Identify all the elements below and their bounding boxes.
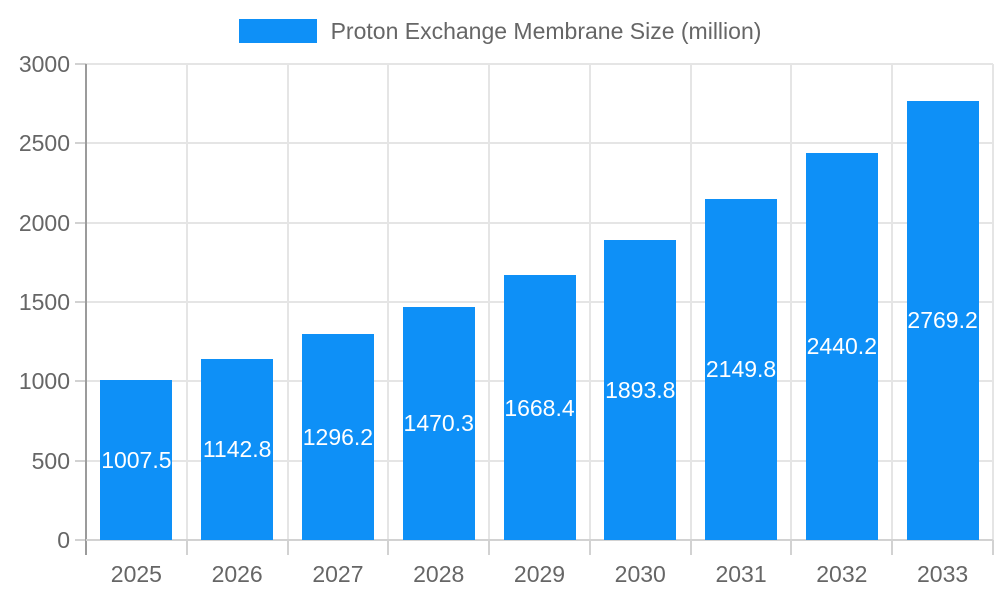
bar-value-label: 1893.8: [605, 376, 676, 403]
x-axis-tick-label: 2033: [917, 561, 969, 587]
x-axis-tick-mark: [588, 540, 591, 555]
bar[interactable]: 2149.8: [705, 198, 778, 540]
chart-legend[interactable]: Proton Exchange Membrane Size (million): [0, 16, 1000, 46]
grid-line-vertical: [891, 64, 894, 540]
x-axis-tick-mark: [185, 540, 188, 555]
x-axis-tick-mark: [891, 540, 894, 555]
legend-label: Proton Exchange Membrane Size (million): [330, 18, 762, 44]
grid-line-vertical: [588, 64, 591, 540]
grid-line-vertical: [185, 64, 188, 540]
y-axis-tick-label: 2500: [18, 130, 70, 157]
bar-value-label: 2769.2: [907, 307, 978, 334]
x-axis-tick-mark: [790, 540, 793, 555]
bar-value-label: 2149.8: [705, 356, 777, 383]
bar[interactable]: 1296.2: [301, 334, 374, 540]
y-axis-tick-mark: [75, 221, 86, 224]
y-axis-tick-label: 1500: [18, 289, 70, 315]
bar[interactable]: 1470.3: [402, 306, 475, 540]
x-axis-tick-label: 2027: [312, 561, 364, 587]
grid-line-vertical: [689, 64, 692, 540]
grid-line-vertical: [488, 64, 491, 540]
bar-value-label: 1007.5: [101, 447, 172, 474]
bar[interactable]: 1142.8: [201, 358, 274, 540]
y-axis-tick-mark: [75, 380, 86, 383]
y-axis-tick-mark: [75, 301, 86, 303]
y-axis-tick-label: 1000: [18, 368, 70, 395]
grid-line-horizontal: [86, 221, 993, 224]
bar-value-label: 2440.2: [806, 333, 877, 360]
bar-value-label: 1296.2: [302, 424, 374, 451]
grid-line-vertical: [387, 64, 390, 540]
y-axis-tick-mark: [75, 142, 86, 145]
x-axis-tick-label: 2031: [715, 561, 767, 587]
legend-swatch: [238, 19, 317, 43]
grid-line-horizontal: [86, 63, 993, 65]
grid-line-vertical: [790, 64, 793, 540]
x-axis-tick-label: 2032: [816, 561, 868, 587]
x-axis-tick-label: 2029: [513, 561, 566, 587]
x-axis-tick-label: 2028: [413, 561, 465, 587]
bar-value-label: 1142.8: [202, 436, 272, 463]
y-axis-tick-mark: [75, 459, 86, 462]
bar-value-label: 1668.4: [504, 394, 575, 421]
x-axis-tick-mark: [387, 540, 390, 555]
y-axis-tick-label: 0: [57, 527, 70, 553]
x-axis-tick-mark: [488, 540, 491, 555]
y-axis-line: [85, 64, 87, 555]
y-axis-tick-mark: [75, 539, 86, 541]
bar[interactable]: 2440.2: [805, 152, 878, 540]
bar-value-label: 1470.3: [403, 410, 474, 437]
x-axis-line: [86, 539, 993, 541]
y-axis-tick-label: 500: [31, 447, 70, 474]
bar[interactable]: 1893.8: [604, 239, 677, 540]
x-axis-tick-mark: [992, 540, 994, 555]
grid-line-vertical: [286, 64, 289, 540]
x-axis-tick-mark: [689, 540, 692, 555]
grid-line-horizontal: [86, 142, 993, 145]
bar[interactable]: 1007.5: [100, 380, 173, 540]
y-axis-tick-label: 2000: [18, 209, 70, 236]
y-axis-tick-mark: [75, 63, 86, 65]
x-axis-tick-label: 2025: [110, 561, 162, 587]
bar[interactable]: 2769.2: [906, 100, 979, 540]
y-axis-tick-label: 3000: [18, 51, 70, 77]
x-axis-tick-mark: [286, 540, 289, 555]
grid-line-vertical: [992, 64, 994, 540]
x-axis-tick-label: 2026: [211, 561, 263, 587]
bar[interactable]: 1668.4: [503, 275, 576, 540]
x-axis-tick-label: 2030: [614, 561, 666, 587]
